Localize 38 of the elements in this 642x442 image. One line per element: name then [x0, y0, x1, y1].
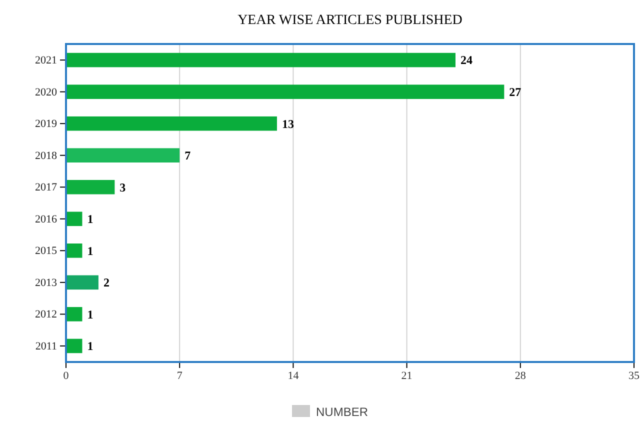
bar: [66, 52, 456, 68]
data-label: 24: [460, 53, 472, 68]
text: NUMBER: [316, 405, 368, 420]
bar: [66, 212, 82, 226]
bar: [66, 84, 504, 99]
data-label: 27: [509, 85, 522, 100]
bar: [66, 338, 82, 354]
data-label: 1: [87, 244, 94, 258]
y-tick-label: 2020: [35, 86, 58, 98]
y-tick-label: 2012: [35, 308, 57, 321]
data-label: 13: [282, 116, 294, 131]
y-tick-label: 2013: [35, 276, 58, 289]
y-tick-label: 2011: [35, 340, 57, 352]
y-tick-label: 2018: [35, 150, 58, 162]
x-tick-label: 14: [288, 370, 300, 382]
y-tick-label: 2016: [35, 213, 58, 226]
x-tick-label: 21: [401, 370, 412, 382]
y-tick-label: 2021: [35, 54, 57, 67]
data-label: 1: [87, 307, 94, 322]
x-tick-label: 28: [514, 370, 526, 382]
y-tick-label: 2019: [35, 118, 58, 130]
data-label: 1: [87, 212, 94, 226]
data-label: 7: [184, 148, 191, 163]
bar: [66, 307, 82, 322]
data-label: 3: [120, 180, 126, 194]
bar: [66, 180, 115, 194]
data-label: 2: [103, 276, 110, 290]
bar: [66, 244, 82, 258]
chart-title: YEAR WISE ARTICLES PUBLISHED: [238, 13, 462, 28]
bar: [66, 148, 180, 162]
bar: [66, 275, 98, 290]
x-tick-label: 0: [63, 370, 70, 382]
x-tick-label: 7: [176, 370, 183, 382]
data-label: 1: [87, 339, 94, 354]
y-tick-label: 2015: [35, 245, 58, 258]
y-tick-label: 2017: [35, 182, 58, 194]
bar: [66, 116, 277, 131]
x-tick-label: 35: [628, 370, 640, 382]
